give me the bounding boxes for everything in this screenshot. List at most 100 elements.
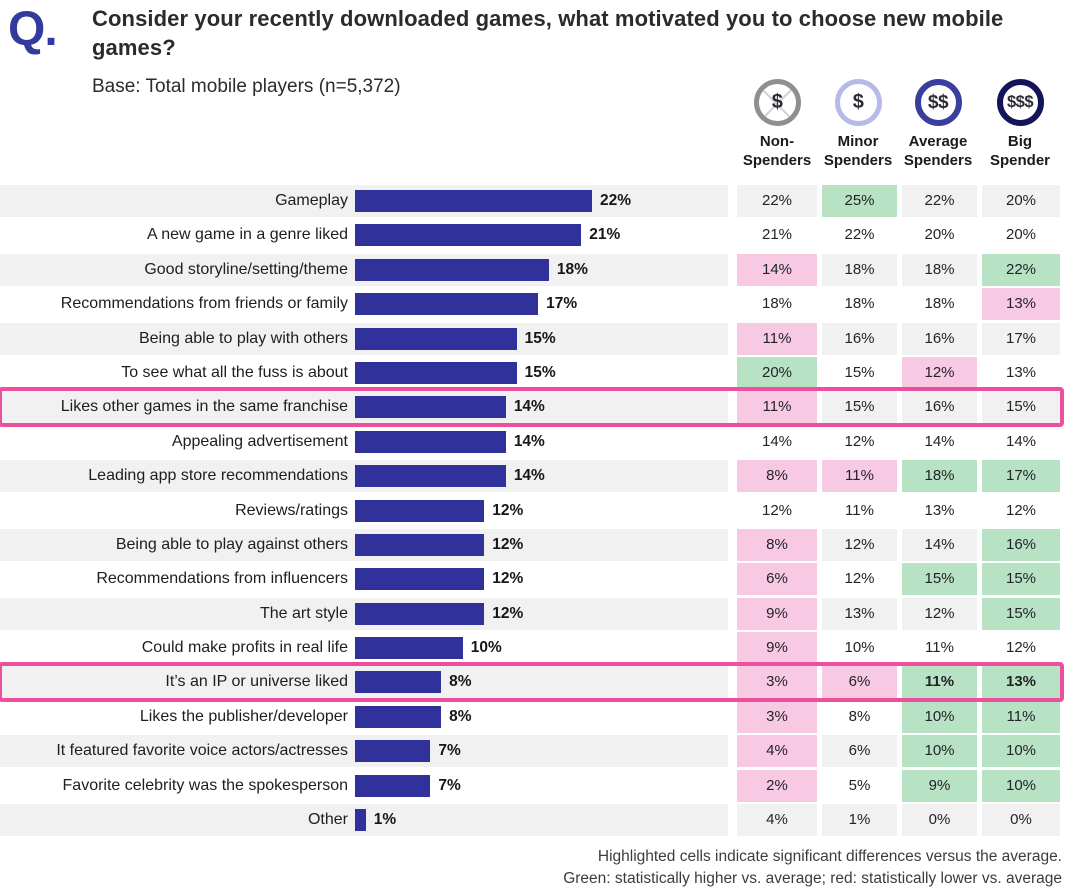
value-cell-average-spenders: 15% <box>902 563 977 596</box>
motivation-row: Reviews/ratings 12% 12% 11% 13% 12% <box>0 495 1060 527</box>
value-cell-big-spender: 10% <box>982 769 1060 802</box>
spender-column-big-spender: $$$ Big Spender <box>980 79 1060 171</box>
total-value: 15% <box>524 329 556 347</box>
row-label: Appealing advertisement <box>171 432 348 450</box>
footnote-line2: Green: statistically higher vs. average;… <box>563 870 1062 888</box>
spender-column-average-spenders: $$ Average Spenders <box>898 79 978 171</box>
value-cell-non-spenders: 11% <box>737 322 817 355</box>
motivation-row: A new game in a genre liked 21% 21% 22% 20% 2… <box>0 219 1060 251</box>
row-label: It’s an IP or universe liked <box>165 673 348 691</box>
total-bar <box>355 533 485 556</box>
bar-track: 14% <box>348 465 728 488</box>
label-bar-zone: Being able to play with others 15% <box>0 322 728 355</box>
bar-track: 8% <box>348 671 728 694</box>
value-cell-minor-spenders: 8% <box>848 707 871 725</box>
motivation-row: Gameplay 22% 22% 25% 22% 20% <box>0 185 1060 217</box>
total-value: 14% <box>513 467 545 485</box>
spender-label: Average Spenders <box>903 133 973 169</box>
bar-track: 12% <box>348 499 728 522</box>
value-cell-big-spender: 0% <box>982 804 1060 837</box>
row-label: Gameplay <box>275 192 348 209</box>
value-cell-big-spender: 20% <box>982 185 1060 217</box>
row-label: A new game in a genre liked <box>146 226 348 244</box>
motivation-row: Likes other games in the same franchise 1… <box>0 387 1064 428</box>
label-bar-zone: It featured favorite voice actors/actres… <box>0 735 728 768</box>
value-cell-big-spender: 22% <box>982 253 1060 286</box>
label-bar-zone: The art style 12% <box>0 597 728 630</box>
bar-track: 12% <box>348 568 728 591</box>
motivation-row: Appealing advertisement 14% 14% 12% 14% 14% <box>0 426 1060 458</box>
spender-column-minor-spenders: $ Minor Spenders <box>818 79 898 171</box>
value-cell-big-spender: 13% <box>982 666 1060 699</box>
row-label: Favorite celebrity was the spokesperson <box>62 776 348 794</box>
value-cell-big-spender: 15% <box>982 391 1060 424</box>
motivation-row: Favorite celebrity was the spokesperson 7… <box>0 769 1060 802</box>
dollar-symbol: $$ <box>927 91 949 113</box>
bar-track: 7% <box>348 774 728 797</box>
dollar-symbol: $$$ <box>1006 93 1034 111</box>
total-value: 8% <box>449 673 472 691</box>
value-cell-minor-spenders: 22% <box>844 226 875 244</box>
bar-track: 12% <box>348 533 728 556</box>
row-label: It featured favorite voice actors/actres… <box>56 742 348 760</box>
row-label: To see what all the fuss is about <box>121 363 348 381</box>
value-cell-average-spenders: 11% <box>902 666 977 699</box>
value-cell-non-spenders: 4% <box>737 735 817 768</box>
motivation-row: Could make profits in real life 10% 9% 10% 1… <box>0 632 1060 665</box>
bar-track: 15% <box>348 327 728 350</box>
motivation-row: Being able to play with others 15% 11% 16% 1… <box>0 322 1060 355</box>
value-cell-big-spender: 13% <box>982 288 1060 321</box>
motivation-row: Other 1% 4% 1% 0% 0% <box>0 804 1060 837</box>
total-bar <box>355 568 485 591</box>
total-bar <box>355 430 506 453</box>
label-bar-zone: Recommendations from influencers 12% <box>0 563 728 595</box>
total-value: 8% <box>449 707 472 725</box>
spender-label: Minor Spenders <box>823 133 893 169</box>
total-value: 21% <box>589 226 621 244</box>
row-label: Leading app store recommendations <box>88 467 348 485</box>
value-cell-big-spender: 17% <box>982 322 1060 355</box>
total-value: 12% <box>492 501 524 519</box>
row-label: The art style <box>259 604 348 622</box>
label-bar-zone: Being able to play against others 12% <box>0 528 728 561</box>
motivation-row: Recommendations from friends or family 17… <box>0 288 1060 321</box>
value-cell-big-spender: 14% <box>1005 432 1037 450</box>
bar-track: 10% <box>348 637 728 660</box>
label-bar-zone: Likes the publisher/developer 8% <box>0 701 728 733</box>
value-cell-average-spenders: 14% <box>902 528 977 561</box>
value-cell-non-spenders: 14% <box>761 432 793 450</box>
total-bar <box>355 465 506 488</box>
dollar-symbol: $ <box>852 91 864 113</box>
value-cell-minor-spenders: 6% <box>822 735 897 768</box>
value-cell-average-spenders: 0% <box>902 804 977 837</box>
spender-label: Non- Spenders <box>742 133 812 169</box>
value-cell-big-spender: 11% <box>982 700 1060 733</box>
value-cell-average-spenders: 22% <box>902 185 977 217</box>
row-label: Being able to play against others <box>115 535 348 553</box>
value-cell-non-spenders: 11% <box>737 391 817 424</box>
label-bar-zone: Reviews/ratings 12% <box>0 495 728 527</box>
total-bar <box>355 740 431 763</box>
footnote: Highlighted cells indicate significant d… <box>563 846 1062 891</box>
value-cell-average-spenders: 20% <box>924 226 955 244</box>
label-bar-zone: Appealing advertisement 14% <box>0 426 728 458</box>
value-cell-average-spenders: 10% <box>902 735 977 768</box>
total-value: 22% <box>600 192 632 209</box>
value-cell-big-spender: 10% <box>982 735 1060 768</box>
value-cell-minor-spenders: 13% <box>822 597 897 630</box>
value-cell-big-spender: 15% <box>982 563 1060 596</box>
total-bar <box>355 602 485 625</box>
total-value: 1% <box>373 811 397 829</box>
motivation-row: Likes the publisher/developer 8% 3% 8% 10% 11… <box>0 700 1060 733</box>
spender-label: Big Spender <box>989 133 1050 169</box>
value-cell-non-spenders: 3% <box>737 666 817 699</box>
row-label: Could make profits in real life <box>141 639 348 657</box>
label-bar-zone: Could make profits in real life 10% <box>0 632 728 664</box>
row-label: Being able to play with others <box>138 329 348 347</box>
bar-track: 1% <box>348 809 728 832</box>
value-cell-minor-spenders: 1% <box>822 804 897 837</box>
value-cell-average-spenders: 11% <box>925 639 954 657</box>
question-mark: Q. <box>8 3 58 56</box>
total-value: 10% <box>470 639 502 657</box>
